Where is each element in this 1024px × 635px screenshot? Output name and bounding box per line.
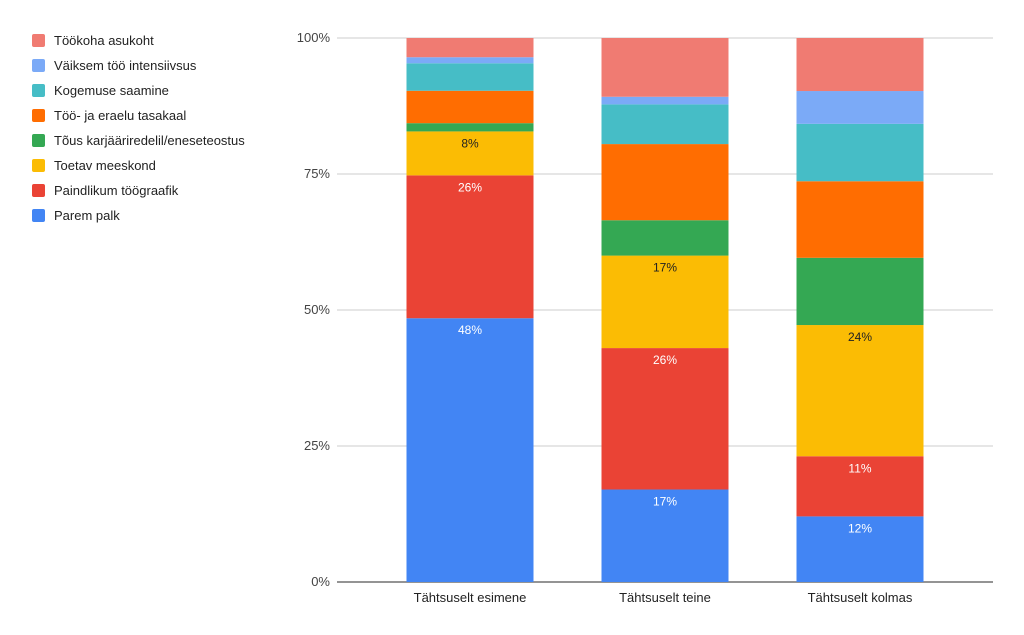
bar-segment	[406, 57, 534, 64]
legend-label: Tõus karjääriredelil/eneseteostus	[54, 133, 245, 148]
bar-segment	[796, 38, 924, 92]
legend-item: Toetav meeskond	[32, 153, 245, 178]
legend-label: Töökoha asukoht	[54, 33, 154, 48]
data-label: 12%	[848, 521, 872, 535]
y-tick-label: 75%	[304, 166, 330, 181]
chart-legend: Töökoha asukoht Väiksem töö intensiivsus K…	[32, 28, 245, 228]
y-tick-label: 50%	[304, 302, 330, 317]
bar-segment	[601, 144, 729, 221]
bar-segment	[406, 131, 534, 176]
legend-swatch	[32, 109, 45, 122]
legend-label: Väiksem töö intensiivsus	[54, 58, 197, 73]
bar-segment	[601, 96, 729, 105]
x-category-label: Tähtsuselt kolmas	[808, 590, 913, 605]
bar-segment	[406, 318, 534, 582]
bar-segment	[796, 325, 924, 457]
bar-segment	[601, 489, 729, 582]
bar-segment	[601, 104, 729, 145]
data-label: 11%	[848, 461, 871, 475]
bar-segment	[406, 90, 534, 124]
legend-swatch	[32, 159, 45, 172]
bar-segment	[406, 175, 534, 319]
legend-label: Paindlikum töögraafik	[54, 183, 179, 198]
legend-swatch	[32, 59, 45, 72]
legend-item: Paindlikum töögraafik	[32, 178, 245, 203]
bar-segment	[796, 181, 924, 258]
bar-segment	[601, 348, 729, 490]
legend-swatch	[32, 84, 45, 97]
chart-bars	[406, 38, 924, 582]
bar-segment	[601, 38, 729, 97]
data-label: 24%	[848, 330, 872, 344]
y-tick-label: 0%	[311, 574, 330, 589]
data-labels: 48% 26% 8% 17% 26% 17% 12% 11% 24%	[458, 136, 872, 535]
data-label: 17%	[653, 261, 677, 275]
legend-swatch	[32, 209, 45, 222]
y-tick-label: 100%	[297, 30, 331, 45]
bar-segment	[406, 38, 534, 58]
bar-segment	[796, 123, 924, 182]
bar-segment	[601, 255, 729, 349]
legend-item: Tõus karjääriredelil/eneseteostus	[32, 128, 245, 153]
legend-swatch	[32, 134, 45, 147]
bar-segment	[796, 91, 924, 124]
x-category-label: Tähtsuselt teine	[619, 590, 711, 605]
legend-item: Kogemuse saamine	[32, 78, 245, 103]
legend-item: Töökoha asukoht	[32, 28, 245, 53]
legend-item: Parem palk	[32, 203, 245, 228]
data-label: 48%	[458, 323, 482, 337]
data-label: 17%	[653, 495, 677, 509]
bar-segment	[406, 63, 534, 91]
legend-label: Toetav meeskond	[54, 158, 156, 173]
legend-item: Töö- ja eraelu tasakaal	[32, 103, 245, 128]
data-label: 8%	[461, 136, 479, 150]
bar-segment	[796, 456, 924, 517]
legend-item: Väiksem töö intensiivsus	[32, 53, 245, 78]
data-label: 26%	[458, 180, 482, 194]
bar-segment	[796, 516, 924, 582]
legend-swatch	[32, 34, 45, 47]
legend-label: Parem palk	[54, 208, 120, 223]
bar-segment	[796, 257, 924, 326]
bar-segment	[406, 123, 534, 132]
data-label: 26%	[653, 353, 677, 367]
legend-label: Kogemuse saamine	[54, 83, 169, 98]
legend-swatch	[32, 184, 45, 197]
y-axis-ticks: 0% 25% 50% 75% 100%	[297, 30, 331, 589]
x-category-label: Tähtsuselt esimene	[414, 590, 527, 605]
y-tick-label: 25%	[304, 438, 330, 453]
x-axis-categories: Tähtsuselt esimene Tähtsuselt teine Tähtsu…	[414, 590, 913, 605]
legend-label: Töö- ja eraelu tasakaal	[54, 108, 187, 123]
bar-segment	[601, 220, 729, 256]
